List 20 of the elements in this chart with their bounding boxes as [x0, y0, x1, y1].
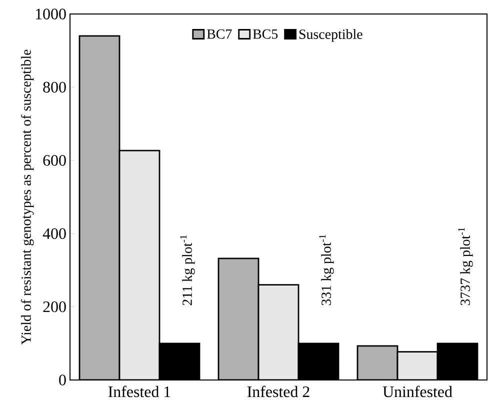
y-tick-label: 600	[43, 155, 66, 166]
bar	[258, 284, 298, 380]
bar	[218, 258, 258, 380]
legend-label: BC7	[206, 29, 232, 39]
bar	[120, 150, 160, 380]
y-tick-label: 400	[42, 228, 66, 239]
y-tick-label: 800	[43, 82, 66, 93]
x-tick-label: Infested 2	[247, 386, 310, 398]
legend-label: BC5	[252, 29, 278, 39]
x-tick-label: Infested 1	[108, 386, 170, 398]
annotation: 211 kg plot$^{-1}$	[180, 235, 195, 306]
bar	[80, 36, 120, 380]
annotation: 331 kg plot$^{-1}$	[319, 234, 334, 306]
y-tick-label: 0	[59, 374, 66, 386]
x-tick-label: Uninfested	[382, 386, 452, 398]
y-tick-label: 1000	[36, 8, 66, 20]
y-axis-title: Yield of resistant genotypes as percent of susceptible	[20, 50, 34, 345]
annotation: 3737 kg plot$^{-1}$	[458, 228, 473, 306]
y-tick-label: 200	[43, 301, 66, 312]
legend-label: Susceptible	[299, 29, 362, 42]
